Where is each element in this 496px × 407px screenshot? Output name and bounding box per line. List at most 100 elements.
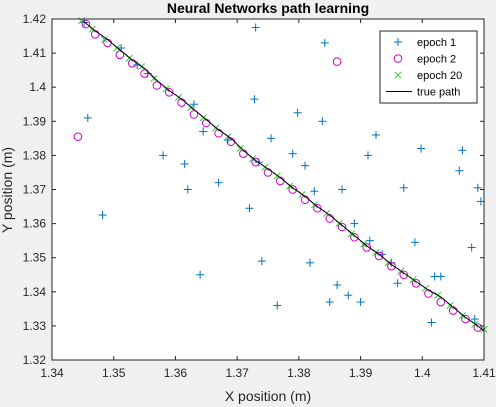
legend-entry-epoch-1-swatch bbox=[394, 38, 402, 46]
series-epoch-1-point-26 bbox=[318, 117, 327, 126]
series-epoch-1-point-35 bbox=[365, 236, 374, 245]
legend-entry-epoch-20-label: epoch 20 bbox=[417, 70, 462, 82]
series-epoch-2-point-25 bbox=[362, 243, 372, 252]
series-epoch-1-point-8 bbox=[183, 185, 192, 194]
y-tick-label-8: 1.4 bbox=[29, 80, 46, 94]
series-epoch-1-point-34 bbox=[363, 151, 372, 160]
x-tick-label-6: 1.4 bbox=[414, 366, 431, 380]
series-epoch-1-point-18 bbox=[257, 257, 266, 266]
series-epoch-2-point-28 bbox=[399, 270, 409, 280]
series-epoch-2-point-15 bbox=[251, 157, 260, 167]
y-tick-label-6: 1.38 bbox=[23, 148, 47, 162]
series-epoch-20-point-7-b bbox=[162, 85, 170, 93]
y-tick-label-0: 1.32 bbox=[23, 353, 47, 367]
series-epoch-2-point-26 bbox=[374, 251, 384, 261]
legend-entry-epoch-20-swatch bbox=[394, 71, 402, 79]
series-epoch-1-point-11 bbox=[199, 127, 208, 136]
series-epoch-20-point-11-b bbox=[211, 124, 220, 132]
series-epoch-1-point-48 bbox=[467, 243, 476, 252]
series-epoch-20-point-22-b bbox=[347, 230, 355, 238]
series-epoch-1-point-21 bbox=[288, 149, 297, 158]
series-epoch-1-point-33 bbox=[356, 298, 365, 307]
series-epoch-1-point-50 bbox=[473, 183, 482, 192]
series-epoch-20-point-19-b bbox=[310, 201, 318, 209]
series-epoch-1-point-12 bbox=[214, 178, 223, 187]
series-epoch-1-point-42 bbox=[417, 144, 426, 153]
series-epoch-1-point-40 bbox=[399, 183, 408, 192]
x-tick-label-0: 1.34 bbox=[40, 366, 64, 380]
x-tick-label-5: 1.39 bbox=[349, 366, 373, 380]
y-axis-title: Y position (m) bbox=[0, 147, 15, 233]
series-epoch-1-point-14 bbox=[245, 204, 254, 213]
series-epoch-1-point-41 bbox=[410, 238, 419, 247]
series-epoch-1-point-32 bbox=[350, 219, 359, 228]
series-epoch-1-point-45 bbox=[436, 272, 445, 281]
series-epoch-1-point-24 bbox=[305, 258, 314, 267]
series-epoch-2-point-0 bbox=[73, 132, 83, 141]
series-epoch-1-point-10 bbox=[196, 270, 205, 279]
series-epoch-1-point-19 bbox=[267, 134, 276, 143]
series-epoch-1-point-31 bbox=[344, 291, 353, 300]
series-epoch-1-point-27 bbox=[320, 38, 329, 47]
series-epoch-2-point-8 bbox=[164, 88, 174, 97]
y-tick-label-4: 1.36 bbox=[23, 217, 47, 231]
x-tick-label-2: 1.36 bbox=[164, 366, 188, 380]
series-epoch-2-point-29 bbox=[411, 278, 421, 288]
series-epoch-1-point-23 bbox=[301, 161, 310, 170]
series-epoch-2-point-18 bbox=[288, 185, 297, 194]
x-tick-label-3: 1.37 bbox=[225, 366, 249, 380]
series-epoch-20-point-30-b bbox=[446, 301, 454, 309]
y-tick-label-3: 1.35 bbox=[23, 251, 47, 265]
legend: epoch 1 epoch 2 epoch 20 true path bbox=[379, 30, 478, 104]
x-tick-label-4: 1.38 bbox=[287, 366, 311, 380]
y-tick-label-9: 1.41 bbox=[23, 46, 47, 60]
series-epoch-2-point-33 bbox=[461, 314, 470, 324]
series-epoch-1-point-0 bbox=[80, 18, 89, 27]
series-epoch-1-point-2 bbox=[98, 211, 107, 220]
series-epoch-1-point-29 bbox=[333, 280, 342, 289]
series-epoch-1-point-15 bbox=[251, 23, 260, 32]
y-tick-label-1: 1.33 bbox=[23, 319, 47, 333]
series-epoch-1-point-1 bbox=[83, 113, 92, 122]
legend-entry-true-path-label: true path bbox=[417, 87, 460, 99]
legend-entry-epoch-1-label: epoch 1 bbox=[417, 37, 456, 49]
legend-entry-epoch-2-swatch bbox=[393, 54, 403, 63]
series-epoch-20-point-3-b bbox=[113, 44, 121, 52]
series-epoch-20-point-10-b bbox=[199, 114, 207, 122]
legend-entry-epoch-2-label: epoch 2 bbox=[417, 54, 456, 66]
series-epoch-20-point-31-b bbox=[458, 312, 466, 320]
series-epoch-20-point-6-b bbox=[150, 75, 158, 83]
series-epoch-20-point-2-b bbox=[100, 35, 109, 44]
series-epoch-20-point-9-b bbox=[187, 104, 195, 112]
series-epoch-1-point-36 bbox=[372, 130, 380, 139]
series-epoch-2-point-20 bbox=[313, 203, 322, 213]
series-epoch-20-point-4-b bbox=[125, 54, 133, 62]
series-epoch-20-point-2 bbox=[100, 35, 109, 44]
series-epoch-1-point-47 bbox=[458, 146, 467, 155]
series-epoch-1-point-30 bbox=[338, 185, 347, 194]
series-epoch-20-point-1-b bbox=[88, 25, 96, 33]
series-epoch-2-point-27 bbox=[387, 261, 396, 271]
true-path-line bbox=[82, 20, 485, 332]
plot-marks bbox=[73, 17, 488, 333]
series-epoch-20-point-21-b bbox=[335, 220, 343, 228]
series-epoch-20-point-6 bbox=[150, 75, 158, 83]
y-tick-label-10: 1.42 bbox=[23, 12, 47, 26]
series-epoch-1-point-25 bbox=[310, 187, 319, 196]
series-epoch-20-point-13-b bbox=[236, 145, 244, 153]
series-epoch-20-point-17-b bbox=[286, 182, 294, 190]
y-tick-label-7: 1.39 bbox=[23, 114, 47, 128]
series-epoch-2-point-22 bbox=[332, 57, 342, 66]
series-epoch-1-point-16 bbox=[250, 95, 259, 104]
y-tick-label-5: 1.37 bbox=[23, 183, 47, 197]
legend-entry-epoch-20-swatch-b bbox=[394, 71, 402, 79]
series-epoch-1-point-46 bbox=[455, 166, 464, 175]
series-epoch-20-point-25-b bbox=[384, 259, 392, 267]
series-epoch-20-point-14-b bbox=[249, 155, 257, 163]
axis-ticks: 1.34 1.35 1.36 1.37 1.38 1.39 1.4 1.41 1.32 1.33 1… bbox=[23, 12, 496, 380]
series-epoch-1-point-39 bbox=[393, 279, 402, 288]
x-axis-title: X position (m) bbox=[225, 388, 311, 404]
series-epoch-1-point-6 bbox=[159, 151, 168, 160]
x-tick-label-1: 1.35 bbox=[102, 366, 126, 380]
